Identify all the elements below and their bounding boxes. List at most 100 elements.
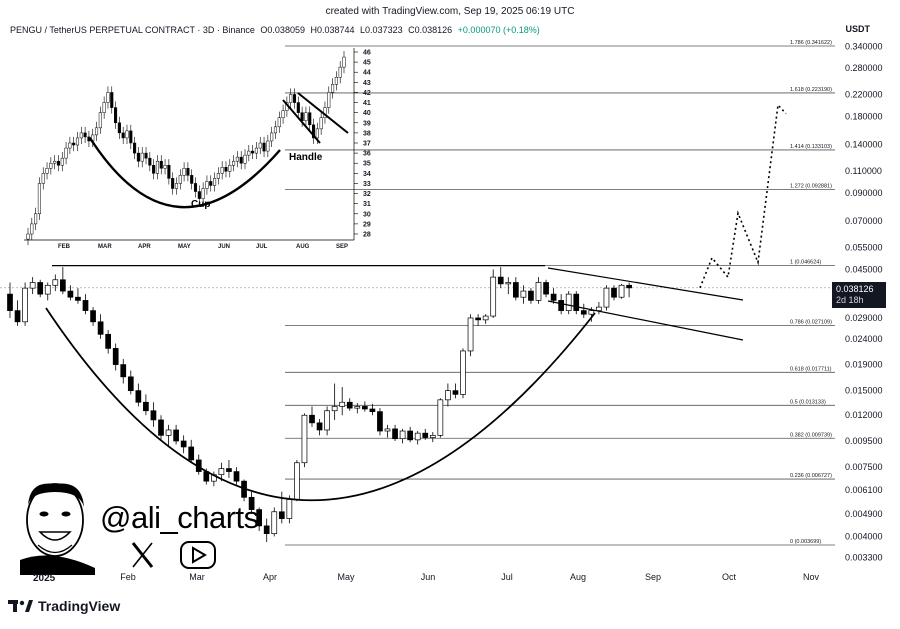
price-axis-label: 0.012000 — [845, 410, 883, 420]
avatar-hair — [28, 483, 84, 507]
inset-candle — [144, 152, 148, 159]
candle — [596, 306, 602, 311]
candle — [135, 390, 142, 403]
inset-candle — [98, 112, 102, 129]
candle — [188, 446, 195, 461]
candle — [226, 468, 232, 472]
candle — [573, 293, 580, 311]
inset-axis-label: 31 — [363, 201, 371, 208]
inset-candle — [83, 132, 87, 138]
inset-candle — [79, 132, 83, 139]
candle — [44, 284, 51, 295]
tradingview-logo-icon — [8, 600, 33, 612]
inset-axis-label: 38 — [363, 130, 371, 137]
fib-label: 0 (0.003699) — [790, 539, 821, 545]
inset-candle — [34, 213, 38, 225]
candle — [120, 364, 127, 378]
inset-candle — [133, 142, 137, 154]
inset-candle — [75, 137, 80, 146]
inset-candle — [334, 77, 338, 85]
inset-candle — [319, 117, 323, 130]
inset-candle — [292, 94, 297, 103]
candle — [392, 428, 398, 440]
candle — [384, 428, 391, 432]
candle — [286, 498, 293, 519]
candle — [263, 525, 270, 535]
fib-label: 0.5 (0.013133) — [790, 399, 826, 405]
projection-path — [699, 103, 787, 289]
candle — [460, 350, 466, 395]
inset-candle — [331, 84, 335, 93]
candle — [543, 282, 549, 295]
candle — [490, 276, 497, 317]
candle — [437, 399, 444, 436]
inset-candle — [148, 157, 152, 166]
candle — [475, 317, 481, 321]
chart-year-label: 2025 — [33, 573, 56, 584]
inset-axis-label: 28 — [363, 232, 371, 239]
price-axis-label: 0.004000 — [845, 531, 883, 541]
inset-candle — [281, 110, 285, 118]
candle — [324, 410, 330, 431]
price-axis-label: 0.110000 — [845, 166, 882, 176]
inset-candle — [224, 167, 228, 172]
candle — [558, 300, 565, 311]
inset-month-label: FEB — [58, 244, 71, 250]
inset-candle — [94, 127, 99, 136]
avatar-eye — [61, 511, 71, 517]
tradingview-brand: TradingView — [8, 598, 120, 614]
time-axis-label: Mar — [189, 572, 205, 582]
cup-annotation: Cup — [191, 199, 210, 210]
price-axis-label: 0.019000 — [845, 360, 883, 370]
inset-candle — [152, 164, 156, 174]
ohlc-close: C0.038126 — [408, 25, 453, 35]
avatar-smile — [38, 531, 72, 541]
inset-candle — [167, 164, 171, 179]
price-axis-label: 0.340000 — [845, 42, 883, 52]
candle — [429, 434, 436, 438]
inset-handle-line — [297, 92, 349, 134]
candle — [7, 293, 13, 311]
price-axis-label: 0.009500 — [845, 436, 883, 446]
inset-candle — [304, 112, 308, 122]
handle-annotation: Handle — [289, 152, 323, 163]
inset-candle — [140, 152, 144, 162]
price-axis-label: 0.055000 — [845, 242, 883, 252]
price-axis-label: 0.024000 — [845, 334, 883, 344]
time-axis-label: May — [337, 572, 355, 582]
fib-label: 1.618 (0.223190) — [790, 87, 832, 93]
time-axis-label: Sep — [645, 572, 661, 582]
inset-axis-label: 43 — [363, 80, 371, 87]
inset-candle — [247, 150, 251, 156]
inset-candle — [60, 157, 64, 166]
price-axis-label: 0.280000 — [845, 63, 883, 73]
inset-month-label: JUL — [256, 244, 268, 250]
inset-candle — [26, 233, 30, 240]
time-axis-label: Oct — [722, 572, 737, 582]
inset-candle — [182, 168, 186, 176]
inset-month-label: MAR — [98, 244, 112, 250]
candle — [52, 279, 59, 286]
candle — [150, 410, 157, 421]
candle — [535, 282, 542, 301]
fib-label: 1.786 (0.341622) — [790, 40, 832, 46]
inset-candle — [289, 94, 293, 103]
inset-month-label: MAY — [178, 244, 191, 250]
inset-axis-label: 34 — [363, 171, 371, 178]
inset-candle — [228, 164, 232, 172]
inset-candle — [232, 160, 236, 166]
inset-axis-label: 42 — [363, 90, 371, 97]
candle — [248, 496, 255, 510]
inset-candle — [327, 92, 331, 108]
candle — [59, 279, 66, 292]
avatar-jaw — [37, 544, 73, 554]
candle — [331, 406, 338, 412]
inset-axis-label: 32 — [363, 191, 371, 198]
inset-axis-label: 35 — [363, 161, 371, 168]
ohlc-open: O0.038059 — [260, 25, 305, 35]
inset-candle — [64, 147, 68, 159]
candle — [316, 422, 323, 431]
candle — [90, 310, 96, 323]
